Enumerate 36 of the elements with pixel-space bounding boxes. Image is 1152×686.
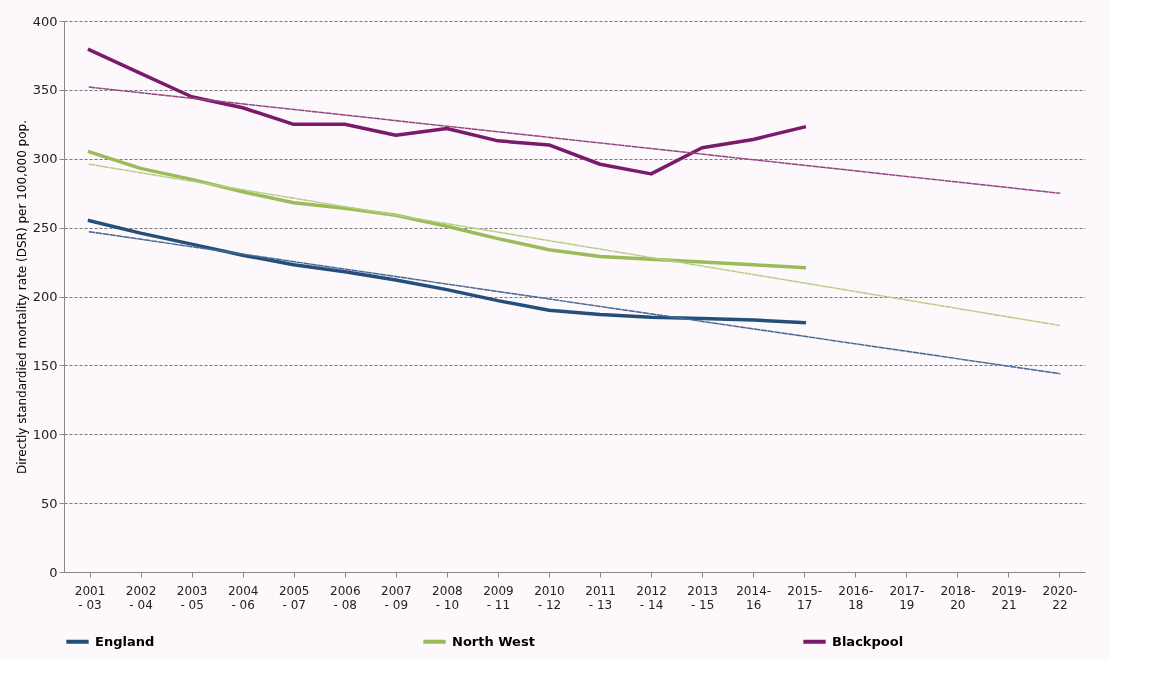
y-tick-label: 350: [32, 82, 58, 98]
x-tick-label: 2002 - 04: [125, 583, 157, 612]
x-tick-label: 2005 - 07: [278, 583, 310, 612]
y-axis-title: Directly standardied mortality rate (DSR) per 100,000 pop.: [14, 119, 29, 475]
x-tick-label: 2018- 20: [940, 583, 976, 612]
y-tick-label: 50: [40, 495, 58, 511]
x-tick-label: 2010 - 12: [534, 583, 565, 612]
x-tick-label: 2014- 16: [736, 583, 772, 612]
y-tick-label: 200: [32, 289, 58, 304]
x-tick-label: 2003 - 05: [176, 583, 208, 612]
x-tick-label: 2006 - 08: [330, 583, 361, 612]
y-tick-label: 100: [32, 426, 58, 442]
x-tick-label: 2011 - 13: [585, 583, 616, 612]
y-tick-label: 0: [49, 564, 58, 580]
x-tick-label: 2019- 21: [991, 583, 1027, 612]
x-tick-label: 2013 - 15: [687, 583, 718, 612]
y-tick-label: 400: [32, 13, 58, 29]
legend-label: North West: [452, 633, 535, 649]
x-tick-label: 2016- 18: [838, 583, 874, 612]
legend-label: Blackpool: [832, 633, 904, 649]
x-tick-label: 2015- 17: [787, 583, 823, 612]
x-tick-label: 2020- 22: [1042, 583, 1078, 612]
x-tick-label: 2004 - 06: [227, 583, 259, 612]
y-tick-label: 150: [32, 357, 58, 373]
line-series: [87, 48, 806, 176]
x-tick-label: 2017- 19: [889, 583, 925, 612]
x-tick-label: 2007 - 09: [381, 583, 412, 612]
line-series: [87, 150, 806, 270]
y-tick-label: 250: [32, 220, 58, 236]
x-tick-label: 2008 - 10: [432, 583, 463, 612]
x-tick-label: 2001 - 03: [74, 583, 106, 612]
y-tick-label: 300: [32, 151, 58, 167]
x-tick-label: 2012 - 14: [636, 583, 667, 612]
legend-label: England: [95, 633, 155, 649]
line-series: [87, 218, 806, 325]
x-tick-label: 2009 - 11: [483, 583, 514, 612]
